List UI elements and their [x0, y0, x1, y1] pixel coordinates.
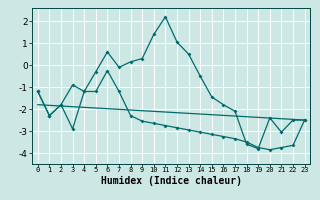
X-axis label: Humidex (Indice chaleur): Humidex (Indice chaleur)	[101, 176, 242, 186]
